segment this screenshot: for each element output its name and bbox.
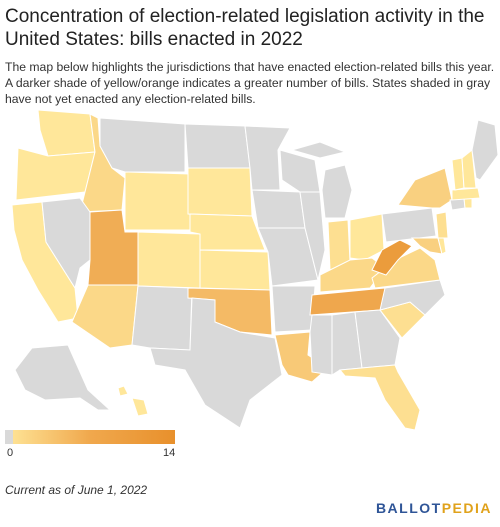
map-description: The map below highlights the jurisdictio… [5,60,495,106]
state-WA[interactable] [37,109,96,157]
brand-part2: PEDIA [441,500,492,516]
state-OH[interactable] [349,213,385,261]
state-NV[interactable] [41,197,91,290]
brand-part1: BALLOT [375,500,442,516]
state-OR[interactable] [15,147,96,201]
legend-max-label: 14 [163,447,176,459]
state-IA[interactable] [251,189,306,229]
map-title: Concentration of election-related legisl… [5,6,485,50]
state-FL[interactable] [339,364,421,431]
state-AR[interactable] [271,285,316,333]
state-ID[interactable] [79,113,126,213]
legend-gray-swatch [5,430,13,444]
state-SD[interactable] [187,167,253,217]
state-NM[interactable] [131,285,193,351]
state-MO[interactable] [257,227,319,287]
state-AK[interactable] [14,344,112,411]
state-PA[interactable] [381,207,437,243]
footnote: Current as of June 1, 2022 [5,483,148,497]
state-NH[interactable] [461,149,477,189]
state-MD[interactable] [410,237,443,255]
legend-gradient-bar [5,430,175,444]
state-NJ[interactable] [435,211,449,239]
state-AZ[interactable] [71,284,139,349]
state-GA[interactable] [354,309,401,369]
state-CO[interactable] [137,231,201,289]
legend-min-label: 0 [7,447,14,459]
state-IL[interactable] [299,191,326,281]
state-MI[interactable] [321,164,353,219]
state-MS[interactable] [309,314,333,376]
state-NY[interactable] [397,167,453,209]
state-MN[interactable] [244,125,291,191]
state-ME[interactable] [471,119,499,181]
state-KS[interactable] [199,249,271,291]
state-NE[interactable] [189,213,266,251]
state-TX[interactable] [149,297,283,429]
state-MI-upper[interactable] [290,141,347,159]
color-legend: 0 14 [5,430,177,460]
us-map [0,109,500,431]
state-ND[interactable] [184,123,251,169]
state-WY[interactable] [124,171,191,231]
state-MT[interactable] [99,117,186,173]
state-HI[interactable] [117,385,149,417]
ballotpedia-logo[interactable]: BALLOTPEDIA [376,500,492,516]
state-MA[interactable] [451,187,481,201]
